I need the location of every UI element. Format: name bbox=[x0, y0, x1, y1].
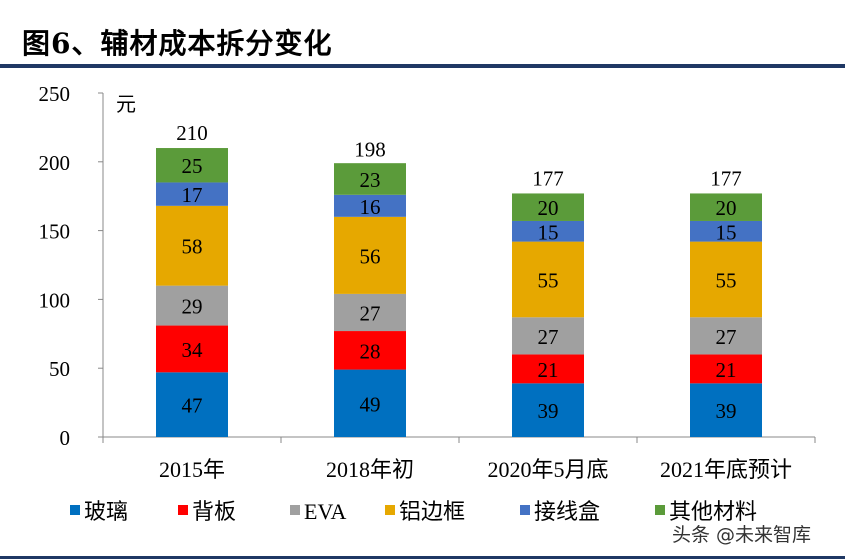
bar-segment bbox=[512, 383, 584, 437]
bar-segment bbox=[334, 293, 406, 332]
data-label: 27 bbox=[538, 325, 559, 349]
data-label: 27 bbox=[360, 301, 381, 325]
data-label: 58 bbox=[182, 235, 203, 259]
bar-segment bbox=[512, 193, 584, 221]
data-label: 21 bbox=[538, 358, 559, 382]
bar-segment bbox=[156, 285, 228, 326]
bar-segment bbox=[156, 182, 228, 206]
y-tick-label: 50 bbox=[49, 357, 70, 381]
bar-segment bbox=[690, 193, 762, 221]
bar-segment bbox=[156, 205, 228, 286]
legend-swatch bbox=[178, 505, 188, 515]
data-label: 16 bbox=[360, 195, 381, 219]
data-label: 23 bbox=[360, 168, 381, 192]
data-label: 20 bbox=[538, 196, 559, 220]
title-divider bbox=[0, 64, 845, 68]
bar-segment bbox=[334, 331, 406, 370]
data-label: 28 bbox=[360, 339, 381, 363]
figure-title: 图6、辅材成本拆分变化 bbox=[22, 27, 333, 60]
bar-segment bbox=[334, 369, 406, 437]
data-label: 56 bbox=[360, 244, 381, 268]
total-label: 177 bbox=[532, 166, 564, 190]
bar-segment bbox=[334, 163, 406, 195]
data-label: 55 bbox=[538, 268, 559, 292]
data-label: 15 bbox=[716, 220, 737, 244]
bar-segment bbox=[690, 317, 762, 355]
data-label: 47 bbox=[182, 394, 203, 418]
legend-swatch bbox=[70, 505, 80, 515]
total-label: 198 bbox=[354, 138, 386, 162]
total-label: 210 bbox=[176, 121, 208, 145]
y-tick-label: 200 bbox=[39, 151, 71, 175]
legend-swatch bbox=[655, 505, 665, 515]
legend-swatch bbox=[520, 505, 530, 515]
y-tick-label: 150 bbox=[39, 220, 71, 244]
bar-segment bbox=[690, 354, 762, 384]
legend-label: 铝边框 bbox=[399, 499, 465, 524]
bar-segment bbox=[334, 216, 406, 294]
legend-label: 其他材料 bbox=[669, 499, 757, 524]
data-label: 29 bbox=[182, 295, 203, 319]
x-tick-label: 2020年5月底 bbox=[487, 457, 608, 482]
data-label: 25 bbox=[182, 154, 203, 178]
data-label: 39 bbox=[716, 399, 737, 423]
legend-swatch bbox=[385, 505, 395, 515]
x-tick-label: 2018年初 bbox=[326, 457, 414, 482]
data-label: 55 bbox=[716, 268, 737, 292]
bar-segment bbox=[156, 372, 228, 437]
total-label: 177 bbox=[710, 166, 742, 190]
legend-label: EVA bbox=[304, 499, 346, 524]
legend-label: 背板 bbox=[192, 499, 236, 524]
watermark: 头条 @未来智库 bbox=[672, 524, 812, 546]
data-label: 27 bbox=[716, 325, 737, 349]
y-tick-label: 0 bbox=[60, 426, 71, 450]
bar-segment bbox=[156, 325, 228, 373]
data-label: 17 bbox=[182, 183, 203, 207]
x-tick-label: 2021年底预计 bbox=[660, 457, 792, 482]
data-label: 49 bbox=[360, 392, 381, 416]
y-tick-label: 250 bbox=[39, 82, 71, 106]
x-tick-label: 2015年 bbox=[159, 457, 225, 482]
bar-segment bbox=[156, 148, 228, 183]
legend-label: 玻璃 bbox=[84, 499, 128, 524]
bar-segment bbox=[512, 317, 584, 355]
data-label: 20 bbox=[716, 196, 737, 220]
legend-label: 接线盒 bbox=[534, 499, 600, 524]
bar-segment bbox=[512, 354, 584, 384]
bar-segment bbox=[690, 241, 762, 318]
bar-segment bbox=[512, 220, 584, 242]
data-label: 39 bbox=[538, 399, 559, 423]
bar-segment bbox=[512, 241, 584, 318]
data-label: 21 bbox=[716, 358, 737, 382]
data-label: 34 bbox=[182, 338, 204, 362]
data-label: 15 bbox=[538, 220, 559, 244]
bar-segment bbox=[334, 194, 406, 217]
y-unit-label: 元 bbox=[116, 94, 136, 116]
bar-segment bbox=[690, 220, 762, 242]
legend-swatch bbox=[290, 505, 300, 515]
y-tick-label: 100 bbox=[39, 288, 71, 312]
bottom-divider bbox=[0, 556, 845, 559]
bar-segment bbox=[690, 383, 762, 437]
